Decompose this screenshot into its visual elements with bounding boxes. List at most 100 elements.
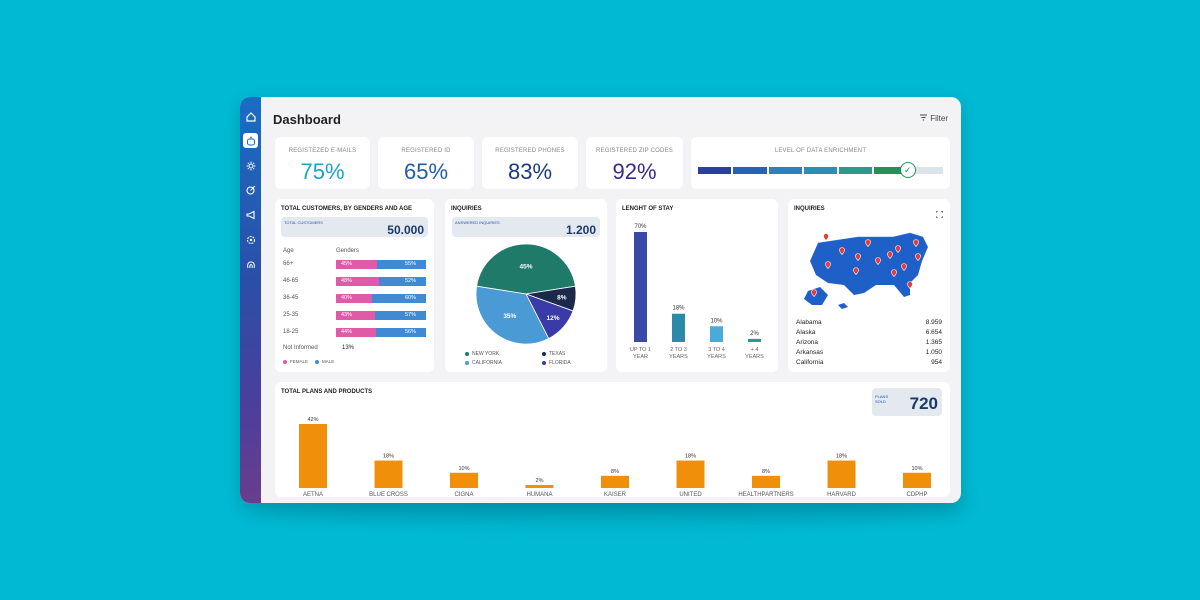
pill-value: 50.000 <box>387 223 424 237</box>
age-label: 46-65 <box>283 278 299 284</box>
plan-bar <box>903 472 931 488</box>
plan-bar <box>450 472 478 488</box>
map-pin-icon[interactable] <box>891 269 897 277</box>
female-bar: 45% <box>336 260 377 269</box>
age-label: 18-25 <box>283 329 299 335</box>
slice-label: 8% <box>557 294 567 301</box>
dashboard-window: Dashboard Filter REGISTEZED E-MAILS 75% … <box>240 97 961 503</box>
enrichment-segment <box>698 167 732 174</box>
male-bar: 56% <box>375 328 426 337</box>
age-label: 25-35 <box>283 312 299 318</box>
map-pins <box>811 233 921 297</box>
enrichment-label: LEVEL OF DATA ENRICHMENT <box>774 148 867 154</box>
stat-card-phones: REGISTERED PHONES 83% <box>482 137 578 189</box>
category-label: HEALTHPARTNERS <box>738 492 793 497</box>
enrichment-segment <box>839 167 873 174</box>
stay-bar <box>748 338 761 342</box>
card-title: LENGHT OF STAY <box>622 206 674 212</box>
category-label: BLUE CROSS <box>369 492 408 497</box>
enrichment-segment <box>874 167 908 174</box>
map-card: INQUIRIES Alabama 8.959 Alaska 6.654 Arizona… <box>788 199 950 372</box>
map-pin-icon[interactable] <box>865 239 871 247</box>
female-bar: 44% <box>336 328 376 337</box>
length-of-stay-card: LENGHT OF STAY 70% UP TO 1 YEAR 18% 2 TO 3 YE… <box>616 199 778 372</box>
bar-value-label: 42% <box>307 417 318 423</box>
card-title: INQUIRIES <box>794 206 825 212</box>
plan-bar <box>676 460 705 488</box>
legend-item: FLORIDA <box>542 360 571 366</box>
stat-card-zip: REGISTERED ZIP CODES 92% <box>586 137 683 189</box>
female-bar: 48% <box>336 277 380 286</box>
bot-icon[interactable] <box>243 133 258 148</box>
map-pin-icon[interactable] <box>825 261 831 269</box>
map-pin-icon[interactable] <box>895 245 901 253</box>
home-icon[interactable] <box>243 109 258 124</box>
plan-bar <box>525 484 554 488</box>
map-pin-icon[interactable] <box>907 281 913 289</box>
legend-item: TEXAS <box>542 351 565 357</box>
not-informed-label: Not Informed <box>283 345 318 351</box>
fingerprint-icon[interactable] <box>243 257 258 272</box>
stat-label: REGISTERED ZIP CODES <box>596 148 673 154</box>
stat-label: REGISTERED PHONES <box>495 148 565 154</box>
plan-bar <box>752 475 780 488</box>
stat-label: REGISTERED ID <box>401 148 451 154</box>
state-name: Arizona <box>796 339 819 346</box>
category-label: CDPHP <box>906 492 927 497</box>
legend-male: MALE <box>315 359 334 364</box>
map-pin-icon[interactable] <box>823 233 829 241</box>
bar-value-label: 8% <box>611 469 619 475</box>
enrichment-segment <box>803 167 838 174</box>
cog-icon[interactable] <box>243 232 258 247</box>
slice-label: 12% <box>546 315 559 322</box>
gender-header: Genders <box>336 248 360 254</box>
state-name: Alaska <box>796 329 816 336</box>
map-pin-icon[interactable] <box>875 257 881 265</box>
bar-value-label: 18% <box>383 454 394 460</box>
pill-label: ANSWERED INQUIRIES <box>455 220 500 225</box>
sidebar <box>240 97 261 503</box>
bar-value-label: 10% <box>710 318 723 324</box>
stat-card-emails: REGISTEZED E-MAILS 75% <box>275 137 370 189</box>
map-pin-icon[interactable] <box>901 263 907 271</box>
state-name: Arkansas <box>796 349 824 356</box>
enrichment-card: LEVEL OF DATA ENRICHMENT ✓ <box>691 137 950 189</box>
map-pin-icon[interactable] <box>855 253 861 261</box>
category-label: YEAR <box>633 354 648 360</box>
megaphone-icon[interactable] <box>243 207 258 222</box>
plan-bar <box>299 424 327 488</box>
category-label: HUMANA <box>526 492 552 497</box>
card-title: TOTAL CUSTOMERS, BY GENDERS AND AGE <box>281 206 413 212</box>
plans-sold-pill: PLANS SOLD 720 <box>872 388 942 416</box>
age-label: 66+ <box>283 261 294 267</box>
enrichment-segment <box>909 167 943 174</box>
settings-gear-icon[interactable] <box>243 158 258 173</box>
bar-value-label: 2% <box>750 331 759 337</box>
stat-label: REGISTEZED E-MAILS <box>288 148 357 154</box>
map-pin-icon[interactable] <box>913 239 919 247</box>
target-icon[interactable] <box>243 182 258 197</box>
category-label: KAISER <box>604 492 627 497</box>
state-value: 6.654 <box>925 329 942 336</box>
stay-bar <box>634 232 647 342</box>
stat-value: 65% <box>403 159 449 184</box>
card-title: INQUIRIES <box>451 206 482 212</box>
pie-slice <box>476 243 576 295</box>
map-pin-icon[interactable] <box>839 247 845 255</box>
usa-map <box>804 232 928 309</box>
expand-icon[interactable] <box>935 205 944 223</box>
male-bar: 55% <box>376 260 426 269</box>
slice-label: 35% <box>503 313 516 320</box>
legend-item: NEW YORK <box>465 351 499 357</box>
check-icon: ✓ <box>899 162 916 178</box>
map-pin-icon[interactable] <box>853 267 859 275</box>
state-value: 8.959 <box>925 319 942 326</box>
card-title: TOTAL PLANS AND PRODUCTS <box>281 389 373 395</box>
filter-button[interactable]: Filter <box>920 114 948 123</box>
map-pin-icon[interactable] <box>887 251 893 259</box>
plan-bar <box>601 475 629 488</box>
plan-bar <box>827 460 856 488</box>
map-pin-icon[interactable] <box>915 253 921 261</box>
bar-value-label: 8% <box>762 469 770 475</box>
map-pin-icon[interactable] <box>811 289 817 297</box>
